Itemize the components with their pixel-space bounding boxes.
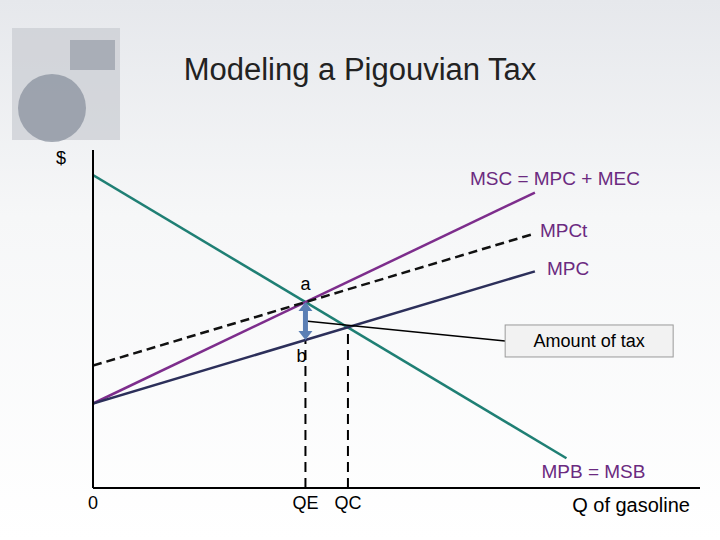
svg-text:0: 0 — [88, 493, 98, 513]
html-text:Modeling a Pigouvian Tax: Modeling a Pigouvian Tax — [183, 52, 537, 87]
svg-text:MPB = MSB: MPB = MSB — [541, 461, 645, 482]
svg-text:QE: QE — [292, 493, 318, 513]
svg-text:MPCt: MPCt — [540, 220, 588, 241]
svg-text:b: b — [296, 346, 306, 366]
svg-text:$: $ — [56, 148, 66, 168]
svg-text:MPC: MPC — [547, 258, 589, 279]
svg-text:MSC = MPC + MEC: MSC = MPC + MEC — [470, 168, 640, 189]
svg-text:Amount of tax: Amount of tax — [534, 331, 645, 351]
svg-text:a: a — [300, 274, 311, 294]
svg-text:QC: QC — [334, 493, 361, 513]
svg-text:Q of gasoline: Q of gasoline — [572, 494, 690, 516]
